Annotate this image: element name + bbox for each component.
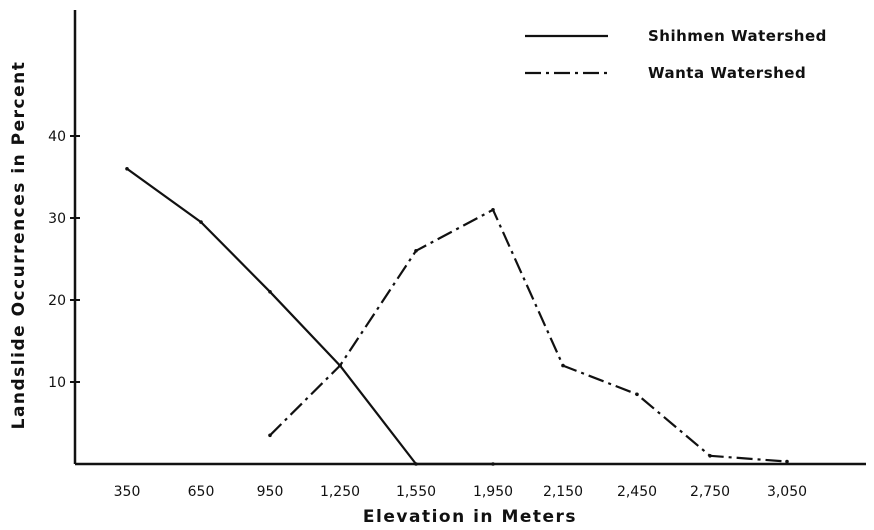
x-ticks: 350 650 950 1,250 1,550 1,950 2,150 2,450 2,750 3… [114, 484, 807, 500]
data-point [414, 249, 418, 253]
y-tick-label: 20 [48, 293, 66, 309]
data-point [491, 462, 495, 466]
x-tick-label: 950 [257, 484, 284, 500]
x-tick-label: 350 [114, 484, 141, 500]
data-point [708, 454, 712, 458]
x-tick-label: 1,250 [320, 484, 360, 500]
data-point [199, 220, 203, 224]
data-point [785, 459, 789, 464]
data-point [561, 363, 565, 368]
x-axis-title: Elevation in Meters [363, 507, 577, 527]
data-point [268, 290, 272, 294]
y-tick-label: 10 [48, 375, 66, 391]
y-tick-label: 30 [48, 211, 66, 227]
y-axis-title: Landslide Occurrences in Percent [9, 61, 29, 430]
x-tick-label: 2,750 [690, 484, 730, 500]
data-point [491, 208, 495, 212]
series-line-wanta [269, 208, 788, 463]
data-point [268, 433, 272, 438]
data-point [125, 167, 129, 171]
series-line-shihmen [126, 167, 493, 466]
x-tick-label: 2,150 [543, 484, 583, 500]
y-ticks: 10 20 30 40 [48, 129, 80, 391]
x-tick-label: 2,450 [617, 484, 657, 500]
y-tick-label: 40 [48, 129, 66, 145]
data-point [338, 363, 342, 368]
x-tick-label: 1,950 [473, 484, 513, 500]
legend-label-wanta: Wanta Watershed [648, 64, 806, 82]
legend-label-shihmen: Shihmen Watershed [648, 27, 827, 45]
legend: Shihmen Watershed Wanta Watershed [525, 27, 827, 82]
x-tick-label: 650 [188, 484, 215, 500]
data-point [635, 392, 639, 397]
data-point [414, 462, 418, 466]
x-tick-label: 1,550 [396, 484, 436, 500]
x-tick-label: 3,050 [767, 484, 807, 500]
series-layer [125, 167, 789, 466]
